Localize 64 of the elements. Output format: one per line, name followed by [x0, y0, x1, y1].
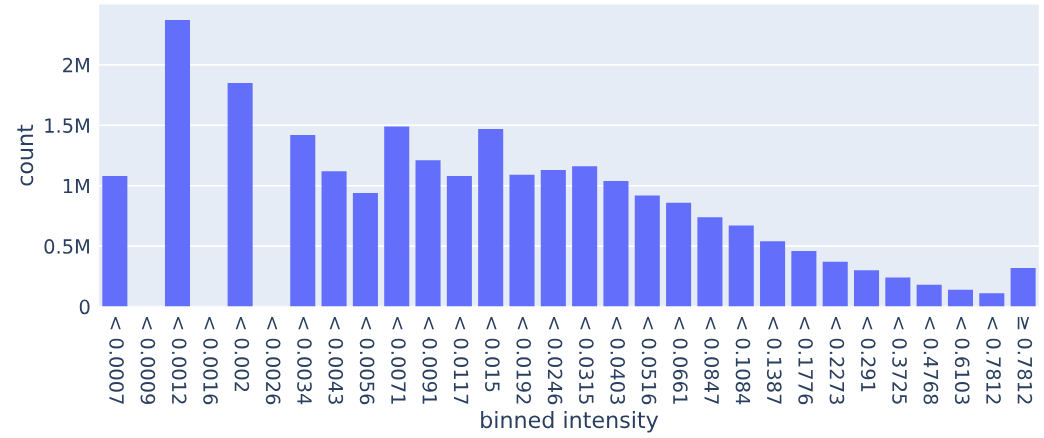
bar [791, 250, 817, 307]
x-tick-label: ≥ 0.7812 [1017, 316, 1033, 404]
y-axis-title: count [17, 124, 34, 186]
x-tick-label: < 0.2273 [829, 316, 845, 404]
bar [446, 176, 472, 307]
bar [822, 261, 848, 307]
x-axis-title: binned intensity [481, 411, 659, 433]
bar [415, 160, 441, 307]
x-tick-label: < 0.0192 [516, 316, 532, 404]
bar [227, 82, 253, 307]
y-tick-label: 0.5M [44, 239, 89, 254]
x-tick-label: < 0.0315 [579, 316, 594, 404]
x-tick-label: < 0.0516 [641, 316, 657, 405]
x-tick-label: < 0.1387 [766, 316, 782, 404]
y-tick-label: 1.5M [45, 118, 89, 133]
x-tick-label: < 0.0847 [704, 316, 719, 404]
bar [290, 134, 316, 307]
x-tick-label: < 0.0117 [453, 316, 469, 404]
x-tick-label: < 0.015 [485, 316, 500, 392]
bar [540, 170, 566, 307]
y-tick-label: 0 [79, 299, 90, 315]
bar [509, 174, 535, 307]
bar [603, 180, 629, 307]
x-tick-label: < 0.1776 [798, 316, 813, 405]
x-tick-label: < 0.4768 [923, 316, 939, 405]
bar [164, 20, 191, 307]
x-tick-label: < 0.0016 [203, 316, 218, 405]
bar [666, 202, 692, 307]
bar [102, 176, 128, 307]
x-tick-label: < 0.7812 [986, 316, 1001, 404]
bar [1010, 267, 1036, 307]
x-tick-label: < 0.0007 [109, 316, 124, 404]
x-tick-label: < 0.291 [860, 316, 876, 392]
bar [352, 192, 378, 307]
bar [572, 166, 598, 307]
x-tick-label: < 0.0091 [422, 316, 438, 404]
bar [384, 126, 410, 307]
x-tick-label: < 0.0661 [672, 316, 688, 404]
y-tick-label: 2M [63, 57, 89, 73]
x-tick-label: < 0.0246 [547, 316, 563, 405]
bar [916, 284, 942, 307]
bar [321, 171, 347, 307]
x-tick-label: < 0.0056 [359, 316, 375, 405]
bar [979, 293, 1005, 307]
x-tick-label: < 0.0043 [328, 316, 344, 404]
x-tick-label: < 0.6103 [954, 316, 970, 404]
bar [760, 241, 786, 307]
bar [634, 195, 660, 307]
x-tick-label: < 0.0009 [140, 316, 156, 405]
bar [697, 217, 723, 307]
x-tick-label: < 0.3725 [892, 316, 907, 404]
bar [853, 270, 880, 307]
bar [728, 225, 754, 307]
bar [478, 128, 504, 307]
bar [885, 277, 911, 307]
x-tick-label: < 0.002 [234, 316, 250, 392]
bar [947, 289, 974, 307]
x-tick-label: < 0.0403 [610, 316, 626, 404]
x-tick-label: < 0.0071 [391, 316, 406, 404]
x-tick-label: < 0.0034 [297, 316, 312, 405]
x-tick-label: < 0.1084 [735, 316, 751, 405]
x-tick-label: < 0.0026 [265, 316, 281, 405]
y-tick-label: 1M [63, 178, 89, 194]
x-tick-label: < 0.0012 [171, 316, 187, 404]
